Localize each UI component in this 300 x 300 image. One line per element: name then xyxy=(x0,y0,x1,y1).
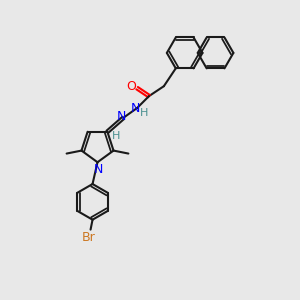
Text: Br: Br xyxy=(82,231,95,244)
Text: N: N xyxy=(94,163,103,176)
Text: H: H xyxy=(140,108,148,118)
Text: N: N xyxy=(117,110,126,123)
Text: H: H xyxy=(112,131,121,141)
Text: N: N xyxy=(130,103,140,116)
Text: O: O xyxy=(126,80,136,93)
